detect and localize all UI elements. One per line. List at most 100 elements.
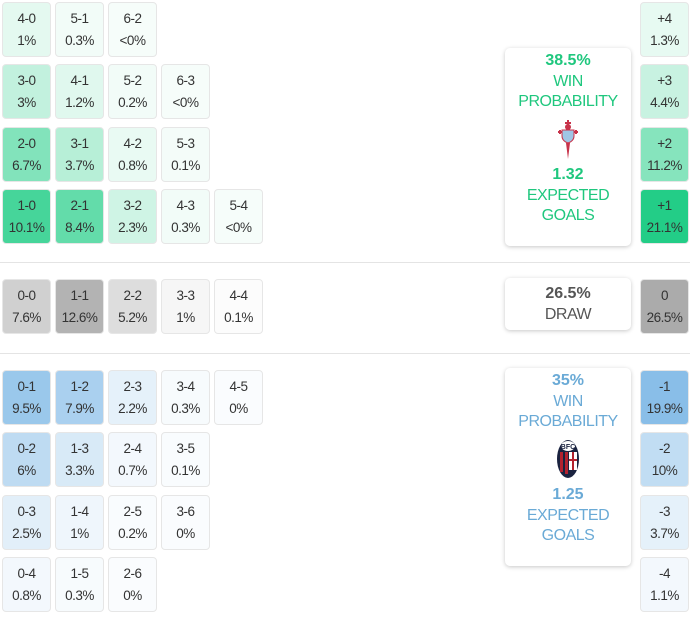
- cell-probability: 6.7%: [12, 157, 41, 173]
- home-score-cell: 4-3 0.3%: [161, 189, 210, 244]
- cell-probability: 5.2%: [118, 309, 147, 325]
- cell-probability: 9.5%: [12, 400, 41, 416]
- home-score-cell: 5-2 0.2%: [108, 64, 157, 119]
- away-margin-cell: -1 19.9%: [640, 370, 689, 425]
- home-margin-cell: +4 1.3%: [640, 2, 689, 57]
- cell-probability: 12.6%: [61, 309, 98, 325]
- cell-score: 1-0: [17, 197, 36, 213]
- cell-score: 0-1: [17, 378, 36, 394]
- cell-score: 5-4: [229, 197, 248, 213]
- home-score-cell: 2-0 6.7%: [2, 127, 51, 182]
- home-margin-cell: +3 4.4%: [640, 64, 689, 119]
- cell-score: 3-0: [17, 72, 36, 88]
- cell-probability: 1.2%: [65, 94, 94, 110]
- divider-top: [0, 262, 690, 263]
- home-score-cell: 6-3 <0%: [161, 64, 210, 119]
- cell-score: +3: [657, 72, 672, 88]
- cell-probability: 0.3%: [65, 32, 94, 48]
- away-score-cell: 1-2 7.9%: [55, 370, 104, 425]
- away-xg-label-2: GOALS: [541, 527, 595, 544]
- cell-score: 3-2: [123, 197, 142, 213]
- home-win-label-2: PROBABILITY: [518, 93, 618, 110]
- cell-probability: 4.4%: [650, 94, 679, 110]
- cell-score: 0-3: [17, 503, 36, 519]
- home-expected-goals: 1.32: [552, 166, 584, 183]
- cell-score: 2-2: [123, 287, 142, 303]
- away-score-cell: 2-3 2.2%: [108, 370, 157, 425]
- cell-probability: 2.3%: [118, 219, 147, 235]
- cell-probability: 0.1%: [171, 462, 200, 478]
- cell-score: 1-2: [70, 378, 89, 394]
- bologna-crest-icon: BFC: [557, 440, 579, 478]
- draw-probability: 26.5%: [545, 285, 591, 302]
- away-score-cell: 3-4 0.3%: [161, 370, 210, 425]
- home-score-cell: 3-0 3%: [2, 64, 51, 119]
- cell-probability: 8.4%: [65, 219, 94, 235]
- cell-probability: 10%: [651, 462, 678, 478]
- away-margin-cell: -4 1.1%: [640, 557, 689, 612]
- away-win-probability: 35%: [551, 372, 585, 389]
- cell-probability: 0%: [176, 525, 195, 541]
- cell-probability: 26.5%: [646, 309, 683, 325]
- away-win-label-1: WIN: [553, 393, 583, 410]
- cell-score: 1-3: [70, 440, 89, 456]
- away-score-cell: 0-1 9.5%: [2, 370, 51, 425]
- draw-card: 26.5% DRAW: [505, 278, 631, 330]
- cell-probability: 3.7%: [65, 157, 94, 173]
- away-score-cell: 4-5 0%: [214, 370, 263, 425]
- cell-probability: 21.1%: [646, 219, 683, 235]
- draw-score-cell: 2-2 5.2%: [108, 279, 157, 334]
- cell-probability: 0.2%: [118, 525, 147, 541]
- home-margin-cell: +1 21.1%: [640, 189, 689, 244]
- cell-probability: 0.3%: [171, 219, 200, 235]
- cell-probability: 6%: [17, 462, 36, 478]
- cell-score: -4: [658, 565, 671, 581]
- cell-probability: 0.1%: [171, 157, 200, 173]
- home-score-cell: 3-2 2.3%: [108, 189, 157, 244]
- divider-bottom: [0, 353, 690, 354]
- home-xg-label-1: EXPECTED: [526, 187, 610, 204]
- cell-score: 2-4: [123, 440, 142, 456]
- cell-probability: 0.8%: [12, 587, 41, 603]
- cell-score: +2: [657, 135, 672, 151]
- cell-score: 3-1: [70, 135, 89, 151]
- draw-score-cell: 0-0 7.6%: [2, 279, 51, 334]
- cell-score: 4-4: [229, 287, 248, 303]
- away-win-label-2: PROBABILITY: [518, 413, 618, 430]
- away-score-cell: 1-4 1%: [55, 495, 104, 550]
- cell-score: 1-4: [70, 503, 89, 519]
- cell-score: 0-0: [17, 287, 36, 303]
- away-score-cell: 2-6 0%: [108, 557, 157, 612]
- cell-score: 2-6: [123, 565, 142, 581]
- cell-score: 2-1: [70, 197, 89, 213]
- away-score-cell: 0-4 0.8%: [2, 557, 51, 612]
- cell-score: 5-3: [176, 135, 195, 151]
- draw-label: DRAW: [544, 306, 592, 323]
- away-score-cell: 1-3 3.3%: [55, 432, 104, 487]
- cell-score: -2: [658, 440, 671, 456]
- away-score-cell: 0-2 6%: [2, 432, 51, 487]
- cell-probability: 1%: [70, 525, 89, 541]
- cell-probability: 11.2%: [647, 157, 682, 173]
- cell-score: 5-2: [123, 72, 142, 88]
- cell-probability: 3%: [17, 94, 36, 110]
- cell-probability: 3.7%: [650, 525, 679, 541]
- home-score-cell: 4-0 1%: [2, 2, 51, 57]
- cell-score: 4-5: [229, 378, 248, 394]
- cell-score: 4-2: [123, 135, 142, 151]
- cell-score: 4-0: [17, 10, 36, 26]
- draw-score-cell: 1-1 12.6%: [55, 279, 104, 334]
- cell-score: 4-3: [176, 197, 195, 213]
- cell-probability: 0.3%: [65, 587, 94, 603]
- home-score-cell: 5-4 <0%: [214, 189, 263, 244]
- cell-probability: 2.2%: [118, 400, 147, 416]
- cell-probability: 7.9%: [65, 400, 94, 416]
- cell-probability: 0%: [123, 587, 142, 603]
- cell-score: 2-3: [123, 378, 142, 394]
- away-score-cell: 2-4 0.7%: [108, 432, 157, 487]
- cell-score: 0-4: [17, 565, 36, 581]
- cell-score: -1: [658, 378, 671, 394]
- cell-score: 3-5: [176, 440, 195, 456]
- cell-score: 5-1: [70, 10, 89, 26]
- cell-score: 2-5: [123, 503, 142, 519]
